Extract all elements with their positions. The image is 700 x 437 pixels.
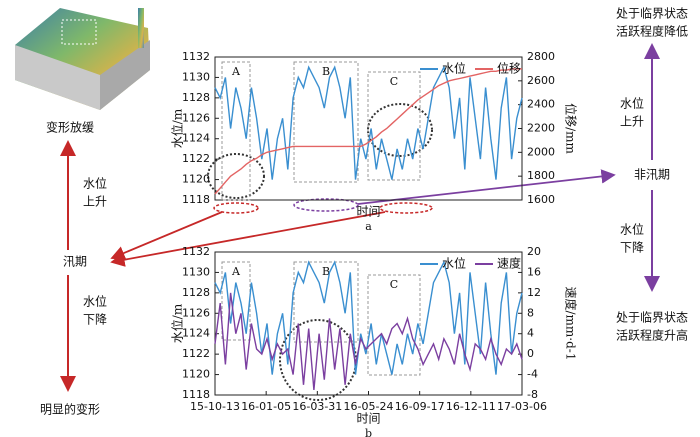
label: 上升 <box>620 115 644 129</box>
y-tick-label: 1118 <box>182 388 210 401</box>
y-tick-label: 1124 <box>182 132 210 145</box>
y-tick-label: 1122 <box>182 347 210 360</box>
y2-tick-label: -8 <box>527 388 538 401</box>
annotation-label: A <box>231 265 241 278</box>
label: 处于临界状态 <box>616 7 688 21</box>
label: 处于临界状态 <box>616 311 688 325</box>
label: 下降 <box>83 313 107 327</box>
label: 水位 <box>83 176 107 191</box>
y-tick-label: 1124 <box>182 327 210 340</box>
annotation-label: A <box>231 65 241 78</box>
y2-tick-label: -4 <box>527 368 538 381</box>
series-line <box>214 68 522 195</box>
x-tick-label: 15-10-13 <box>190 400 240 413</box>
y2-axis-label: 速度/mm·d-1 <box>564 287 579 361</box>
annotation-label: B <box>322 265 330 278</box>
y2-tick-label: 4 <box>527 327 534 340</box>
y2-tick-label: 1600 <box>527 193 555 206</box>
label: 明显的变形 <box>40 402 100 417</box>
y-tick-label: 1132 <box>182 50 210 63</box>
right-diagram: 处于临界状态 活跃程度降低 水位 上升 非汛期 水位 下降 处于临界状态 活跃程… <box>616 7 688 343</box>
y2-tick-label: 12 <box>527 286 541 299</box>
legend-label: 水位 <box>442 61 466 76</box>
y-tick-label: 1120 <box>182 368 210 381</box>
label: 活跃程度降低 <box>616 24 688 39</box>
label: 下降 <box>620 241 644 255</box>
x-tick-label: 16-05-24 <box>344 400 394 413</box>
y2-tick-label: 2400 <box>527 98 555 111</box>
y2-axis-label: 位移/mm <box>564 103 579 154</box>
y-tick-label: 1128 <box>182 91 210 104</box>
y2-tick-label: 8 <box>527 306 534 319</box>
x-tick-label: 16-12-11 <box>446 400 496 413</box>
x-tick-label: 17-03-06 <box>497 400 547 413</box>
y2-tick-label: 2800 <box>527 50 555 63</box>
x-axis-label: 时间 <box>356 412 380 426</box>
legend-label: 速度 <box>497 256 521 271</box>
y2-tick-label: 0 <box>527 347 534 360</box>
label: 水位 <box>620 96 644 111</box>
terrain-image <box>15 8 150 110</box>
y-tick-label: 1118 <box>182 193 210 206</box>
y2-tick-label: 16 <box>527 265 541 278</box>
annotation-label: B <box>322 65 330 78</box>
series-line <box>214 65 523 180</box>
y-tick-label: 1126 <box>182 111 210 124</box>
x-tick-label: 16-01-05 <box>241 400 291 413</box>
label: 上升 <box>83 195 107 209</box>
left-diagram: 变形放缓 水位 上升 汛期 水位 下降 明显的变形 <box>40 120 107 417</box>
label: 水位 <box>620 222 644 237</box>
y-tick-label: 1132 <box>182 245 210 258</box>
label: 汛期 <box>63 255 87 269</box>
y-tick-label: 1120 <box>182 173 210 186</box>
series-line <box>214 292 523 390</box>
caption: b <box>365 427 372 437</box>
label: 水位 <box>83 294 107 309</box>
y-tick-label: 1126 <box>182 306 210 319</box>
y-axis-label: 水位/m <box>170 303 185 343</box>
y-tick-label: 1122 <box>182 152 210 165</box>
label: 变形放缓 <box>46 120 94 135</box>
annotation-label: C <box>390 75 398 88</box>
annotation-box <box>293 61 359 183</box>
y-tick-label: 1128 <box>182 286 210 299</box>
annotation-box <box>367 274 421 376</box>
y-tick-label: 1130 <box>182 265 210 278</box>
y2-tick-label: 20 <box>527 245 541 258</box>
series-line <box>214 260 523 375</box>
x-tick-label: 16-09-17 <box>395 400 445 413</box>
y2-tick-label: 2200 <box>527 122 555 135</box>
legend-label: 位移 <box>497 61 521 76</box>
x-tick-label: 16-03-31 <box>292 400 342 413</box>
annotation-box <box>367 71 421 181</box>
annotation-box <box>221 61 251 201</box>
label: 活跃程度升高 <box>616 328 688 343</box>
annotation-label: C <box>390 278 398 291</box>
y2-tick-label: 1800 <box>527 169 555 182</box>
annotation-box <box>293 261 359 343</box>
y-tick-label: 1130 <box>182 70 210 83</box>
y-axis-label: 水位/m <box>170 108 185 148</box>
caption: a <box>365 220 372 233</box>
y2-tick-label: 2000 <box>527 145 555 158</box>
legend-label: 水位 <box>442 256 466 271</box>
y2-tick-label: 2600 <box>527 74 555 87</box>
label: 非汛期 <box>634 168 670 182</box>
x-axis-label: 时间 <box>356 205 380 219</box>
